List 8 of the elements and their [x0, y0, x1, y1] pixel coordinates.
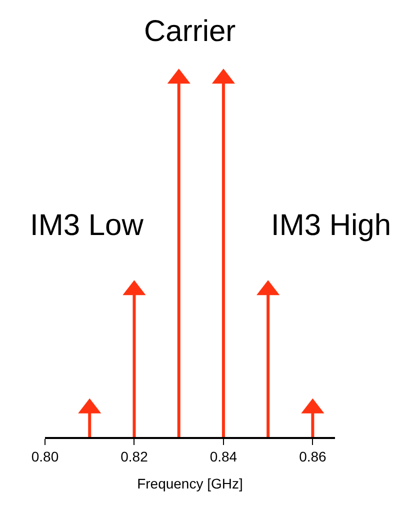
- x-tick-label: 0.84: [210, 448, 238, 465]
- x-tick-label: 0.82: [120, 448, 148, 465]
- x-tick-label: 0.86: [299, 448, 327, 465]
- annotation: IM3 High: [271, 209, 392, 242]
- x-tick-label: 0.80: [31, 448, 59, 465]
- annotation: IM3 Low: [30, 209, 144, 242]
- x-axis-title: Frequency [GHz]: [137, 475, 243, 492]
- text: Carrier: [144, 15, 236, 48]
